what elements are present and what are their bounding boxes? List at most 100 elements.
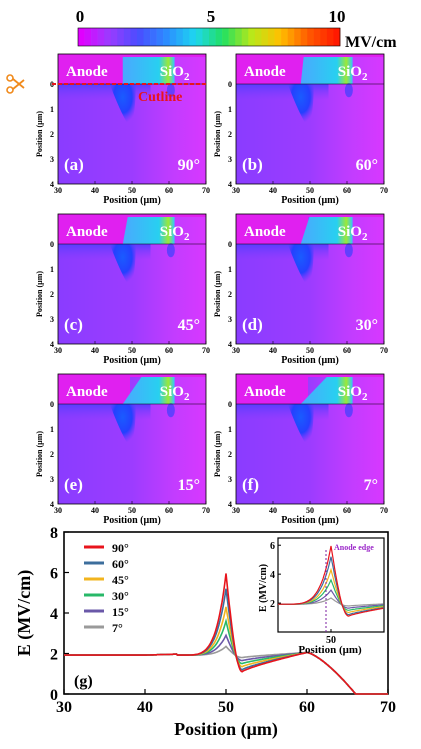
- field-hotspot-2: [166, 243, 175, 258]
- colorbar-frame: [77, 27, 341, 47]
- panel-y-tick-label: 2: [228, 450, 232, 459]
- colorbar-cell: [150, 28, 157, 46]
- oxide-subscript: 2: [184, 231, 190, 243]
- inset-y-tick-label: 4: [270, 570, 275, 581]
- panel-y-tick-label: 4: [228, 500, 232, 509]
- oxide-subscript: 2: [362, 71, 368, 83]
- colorbar-cell: [326, 28, 334, 46]
- surface-layer: [58, 244, 151, 260]
- y-axis-label: E (MV/cm): [14, 570, 35, 656]
- panel-tag: (c): [64, 315, 83, 334]
- oxide-region: [122, 217, 175, 244]
- colorbar-cell: [189, 28, 197, 46]
- inset-y-label: E (MV/cm): [258, 564, 269, 612]
- colorbar-cell: [169, 28, 177, 46]
- panel-y-tick-label: 3: [50, 315, 54, 324]
- x-tick-label: 40: [137, 699, 153, 716]
- panel-y-tick-label: 0: [50, 400, 54, 409]
- colorbar-cell: [241, 28, 249, 46]
- panel-y-tick-label: 4: [228, 180, 232, 189]
- colorbar-cell: [117, 28, 125, 46]
- panel-y-tick-label: 3: [228, 475, 232, 484]
- panel-x-tick-label: 60: [343, 506, 351, 515]
- y-tick-label: 2: [50, 647, 58, 664]
- surface-layer: [58, 84, 151, 100]
- panel-y-label: Position (μm): [35, 271, 44, 317]
- colorbar-cell: [209, 28, 216, 46]
- chart-tag: (g): [74, 673, 93, 690]
- panel-x-tick-label: 30: [232, 346, 240, 355]
- axis-ticks: 30 40 50 60 70 0 2 4 6 8: [50, 525, 396, 716]
- surface-layer: [236, 244, 329, 260]
- field-hotspot: [109, 244, 136, 288]
- series-lines: [64, 573, 388, 695]
- panel-y-tick-label: 1: [50, 425, 54, 434]
- panel-y-label: Position (μm): [35, 111, 44, 157]
- panel-x-tick-label: 70: [380, 506, 388, 515]
- colorbar-cell: [274, 28, 282, 46]
- colorbar-cell: [143, 28, 151, 46]
- colorbar-cell: [222, 28, 229, 46]
- panel-x-label: Position (μm): [103, 515, 161, 526]
- panel-c: Anode SiO2 (c) 45° 30 40 50 60 70 0 1 2 3 4 Position (…: [35, 213, 210, 366]
- legend-label: 7°: [112, 621, 123, 635]
- panel-angle: 45°: [178, 317, 200, 334]
- colorbar-cell: [228, 28, 236, 46]
- colorbar-tick-0: 0: [76, 7, 85, 26]
- panel-x-tick-label: 40: [269, 186, 277, 195]
- panel-x-tick-label: 70: [380, 186, 388, 195]
- panel-x-label: Position (μm): [281, 355, 339, 366]
- panel-x-tick-label: 40: [91, 186, 99, 195]
- panel-x-tick-label: 60: [165, 506, 173, 515]
- oxide-region: [300, 57, 353, 84]
- oxide-subscript: 2: [184, 71, 190, 83]
- anode-region: [58, 54, 130, 84]
- panel-x-tick-label: 30: [54, 346, 62, 355]
- panel-x-label: Position (μm): [281, 195, 339, 206]
- anode-top-bar: [236, 374, 384, 377]
- colorbar-tick-10: 10: [329, 7, 346, 26]
- anode-label: Anode: [244, 384, 286, 400]
- anode-top-bar: [58, 374, 206, 377]
- panel-x-tick-label: 40: [91, 506, 99, 515]
- legend-label: 30°: [112, 589, 129, 603]
- inset-ticks: 2 4 6 50: [270, 541, 336, 646]
- colorbar-cell: [163, 28, 170, 46]
- panel-y-tick-label: 3: [228, 155, 232, 164]
- oxide-label: SiO2: [338, 224, 368, 243]
- inset-y-tick-label: 2: [270, 599, 275, 610]
- colorbar-cell: [294, 28, 301, 46]
- colorbar-cell: [307, 28, 315, 46]
- panel-angle: 90°: [178, 157, 200, 174]
- anode-region: [236, 54, 308, 84]
- panel-angle: 15°: [178, 477, 200, 494]
- panel-tag: (b): [242, 155, 263, 174]
- inset-frame: [277, 537, 385, 633]
- anode-top-bar: [236, 214, 384, 217]
- field-hotspot-2: [344, 243, 353, 258]
- panel-y-tick-label: 2: [50, 130, 54, 139]
- field-hotspot-2: [344, 403, 353, 418]
- y-tick-label: 4: [50, 606, 58, 623]
- colorbar-cell: [156, 28, 164, 46]
- x-tick-label: 30: [56, 699, 72, 716]
- field-hotspot-2: [166, 403, 175, 418]
- colorbar-cell: [287, 28, 295, 46]
- panel-y-tick-label: 4: [228, 340, 232, 349]
- anode-region: [236, 374, 308, 404]
- colorbar-cell: [182, 28, 190, 46]
- colorbar-cell: [333, 28, 341, 46]
- panel-x-tick-label: 40: [269, 506, 277, 515]
- inset-x-tick-label: 50: [326, 635, 336, 646]
- panel-x-tick-label: 40: [269, 346, 277, 355]
- field-hotspot: [109, 404, 136, 448]
- anode-label: Anode: [66, 224, 108, 240]
- panel-b: Anode SiO2 (b) 60° 30 40 50 60 70 0 1 2 3 4 Position (…: [213, 53, 388, 206]
- panel-y-tick-label: 3: [50, 155, 54, 164]
- x-tick-label: 60: [299, 699, 315, 716]
- panel-y-tick-label: 4: [50, 180, 54, 189]
- colorbar-cell: [261, 28, 269, 46]
- field-hotspot-2: [166, 83, 175, 98]
- field-hotspot: [109, 84, 136, 128]
